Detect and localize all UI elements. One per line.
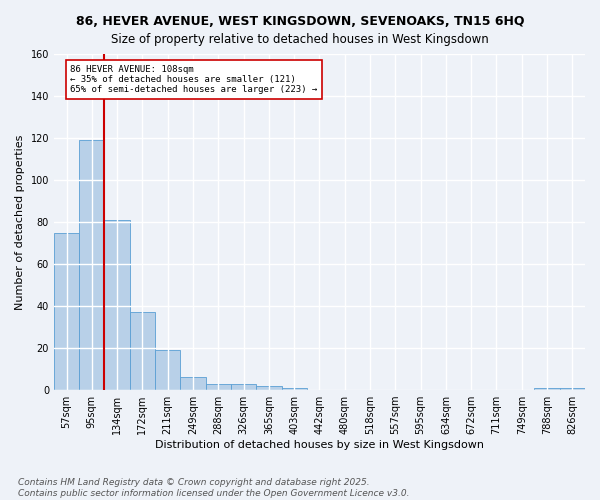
Bar [155,350,181,390]
Text: Contains HM Land Registry data © Crown copyright and database right 2025.
Contai: Contains HM Land Registry data © Crown c… [18,478,409,498]
Bar [256,386,281,390]
Bar [535,388,560,390]
Bar [560,388,585,390]
Bar [281,388,307,390]
Bar [79,140,104,390]
Bar [206,384,231,390]
Bar [181,378,206,390]
Bar [54,232,79,390]
Text: 86, HEVER AVENUE, WEST KINGSDOWN, SEVENOAKS, TN15 6HQ: 86, HEVER AVENUE, WEST KINGSDOWN, SEVENO… [76,15,524,28]
Text: Size of property relative to detached houses in West Kingsdown: Size of property relative to detached ho… [111,32,489,46]
Bar [130,312,155,390]
Bar [104,220,130,390]
X-axis label: Distribution of detached houses by size in West Kingsdown: Distribution of detached houses by size … [155,440,484,450]
Y-axis label: Number of detached properties: Number of detached properties [15,134,25,310]
Bar [231,384,256,390]
Text: 86 HEVER AVENUE: 108sqm
← 35% of detached houses are smaller (121)
65% of semi-d: 86 HEVER AVENUE: 108sqm ← 35% of detache… [70,64,317,94]
